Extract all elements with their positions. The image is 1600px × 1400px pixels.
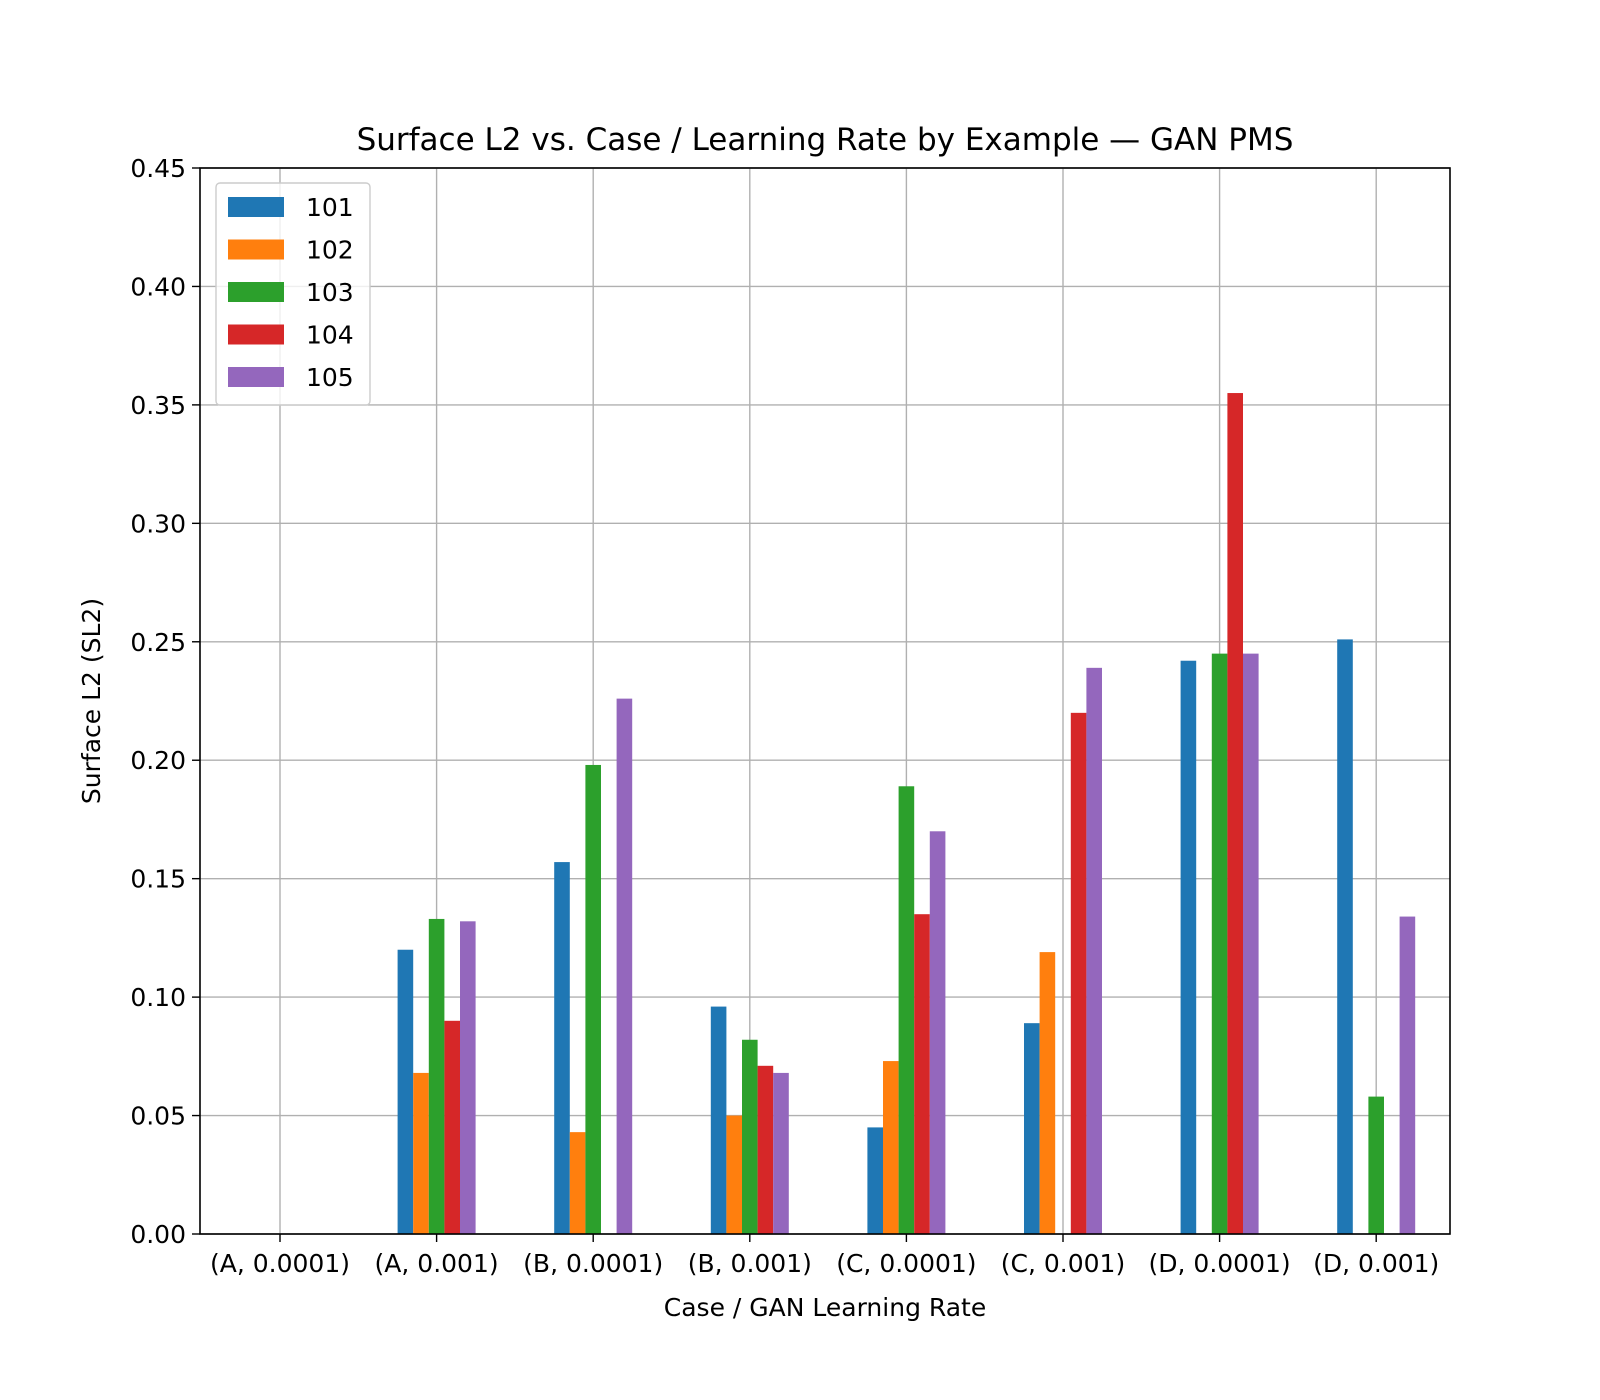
bar-101-7 bbox=[1337, 639, 1353, 1234]
y-tick-label: 0.00 bbox=[130, 1220, 186, 1249]
bar-102-5 bbox=[1039, 952, 1056, 1234]
x-tick-label: (D, 0.0001) bbox=[1149, 1249, 1291, 1278]
bars bbox=[397, 393, 1416, 1234]
y-tick-label: 0.20 bbox=[130, 746, 186, 775]
bar-101-2 bbox=[554, 862, 570, 1234]
legend-label: 103 bbox=[306, 278, 354, 307]
legend-swatch-102 bbox=[228, 239, 284, 260]
x-tick-label: (C, 0.0001) bbox=[836, 1249, 976, 1278]
bar-103-2 bbox=[585, 764, 601, 1234]
bar-102-1 bbox=[413, 1072, 429, 1234]
plot-frame bbox=[199, 167, 1451, 1235]
bar-101-5 bbox=[1024, 1023, 1040, 1234]
x-axis-label: Case / GAN Learning Rate bbox=[664, 1293, 986, 1322]
x-tick-label: (A, 0.001) bbox=[375, 1249, 499, 1278]
y-tick-label: 0.40 bbox=[130, 272, 186, 301]
bar-101-1 bbox=[397, 949, 414, 1234]
legend-swatch-105 bbox=[228, 367, 284, 387]
legend-label: 105 bbox=[306, 363, 354, 392]
legend-box bbox=[215, 182, 371, 406]
axis-ticks: 0.00 0.05 0.10 0.15 0.20 0.25 0.30 0.35 0.40 0.45… bbox=[130, 154, 1439, 1278]
bar-104-1 bbox=[444, 1020, 460, 1234]
bar-102-3 bbox=[726, 1115, 742, 1234]
bar-103-7 bbox=[1368, 1096, 1384, 1234]
bar-102-2 bbox=[569, 1132, 586, 1234]
x-tick-label: (A, 0.0001) bbox=[210, 1249, 350, 1278]
bar-105-3 bbox=[773, 1072, 789, 1234]
bar-101-6 bbox=[1180, 660, 1197, 1234]
x-tick-label: (D, 0.001) bbox=[1313, 1249, 1439, 1278]
y-tick-label: 0.10 bbox=[130, 983, 186, 1012]
bar-105-5 bbox=[1086, 667, 1102, 1234]
bar-105-7 bbox=[1399, 916, 1416, 1234]
bar-101-3 bbox=[710, 1006, 727, 1234]
grid-lines bbox=[200, 167, 1450, 1235]
y-axis-label: Surface L2 (SL2) bbox=[77, 598, 106, 804]
x-tick-label: (C, 0.001) bbox=[1001, 1249, 1125, 1278]
legend-label: 102 bbox=[306, 236, 354, 265]
bar-104-3 bbox=[757, 1065, 774, 1234]
bar-102-4 bbox=[883, 1061, 899, 1234]
chart-title: Surface L2 vs. Case / Learning Rate by E… bbox=[357, 122, 1294, 158]
y-tick-label: 0.25 bbox=[130, 628, 186, 657]
y-tick-label: 0.05 bbox=[130, 1102, 186, 1131]
legend-swatch-104 bbox=[228, 324, 284, 345]
bar-104-4 bbox=[914, 914, 930, 1234]
bar-104-6 bbox=[1227, 393, 1243, 1234]
bar-103-1 bbox=[428, 918, 445, 1234]
x-tick-label: (B, 0.0001) bbox=[523, 1249, 663, 1278]
legend-label: 101 bbox=[306, 193, 354, 222]
y-tick-label: 0.15 bbox=[130, 865, 186, 894]
bar-105-6 bbox=[1243, 653, 1259, 1234]
legend-swatch-103 bbox=[228, 282, 284, 302]
bar-101-4 bbox=[867, 1127, 883, 1234]
legend-label: 104 bbox=[306, 321, 354, 350]
legend: 101 102 103 104 105 bbox=[215, 182, 371, 406]
bar-103-6 bbox=[1211, 653, 1228, 1234]
x-tick-label: (B, 0.001) bbox=[688, 1249, 812, 1278]
legend-swatch-101 bbox=[228, 197, 284, 217]
bar-105-2 bbox=[616, 698, 633, 1234]
bar-105-1 bbox=[460, 921, 476, 1234]
bar-105-4 bbox=[929, 831, 946, 1234]
y-tick-label: 0.45 bbox=[130, 154, 186, 183]
y-tick-label: 0.30 bbox=[130, 509, 186, 538]
y-tick-label: 0.35 bbox=[130, 391, 186, 420]
bar-103-3 bbox=[742, 1039, 758, 1234]
bar-103-4 bbox=[898, 786, 915, 1234]
bar-104-5 bbox=[1070, 712, 1087, 1234]
